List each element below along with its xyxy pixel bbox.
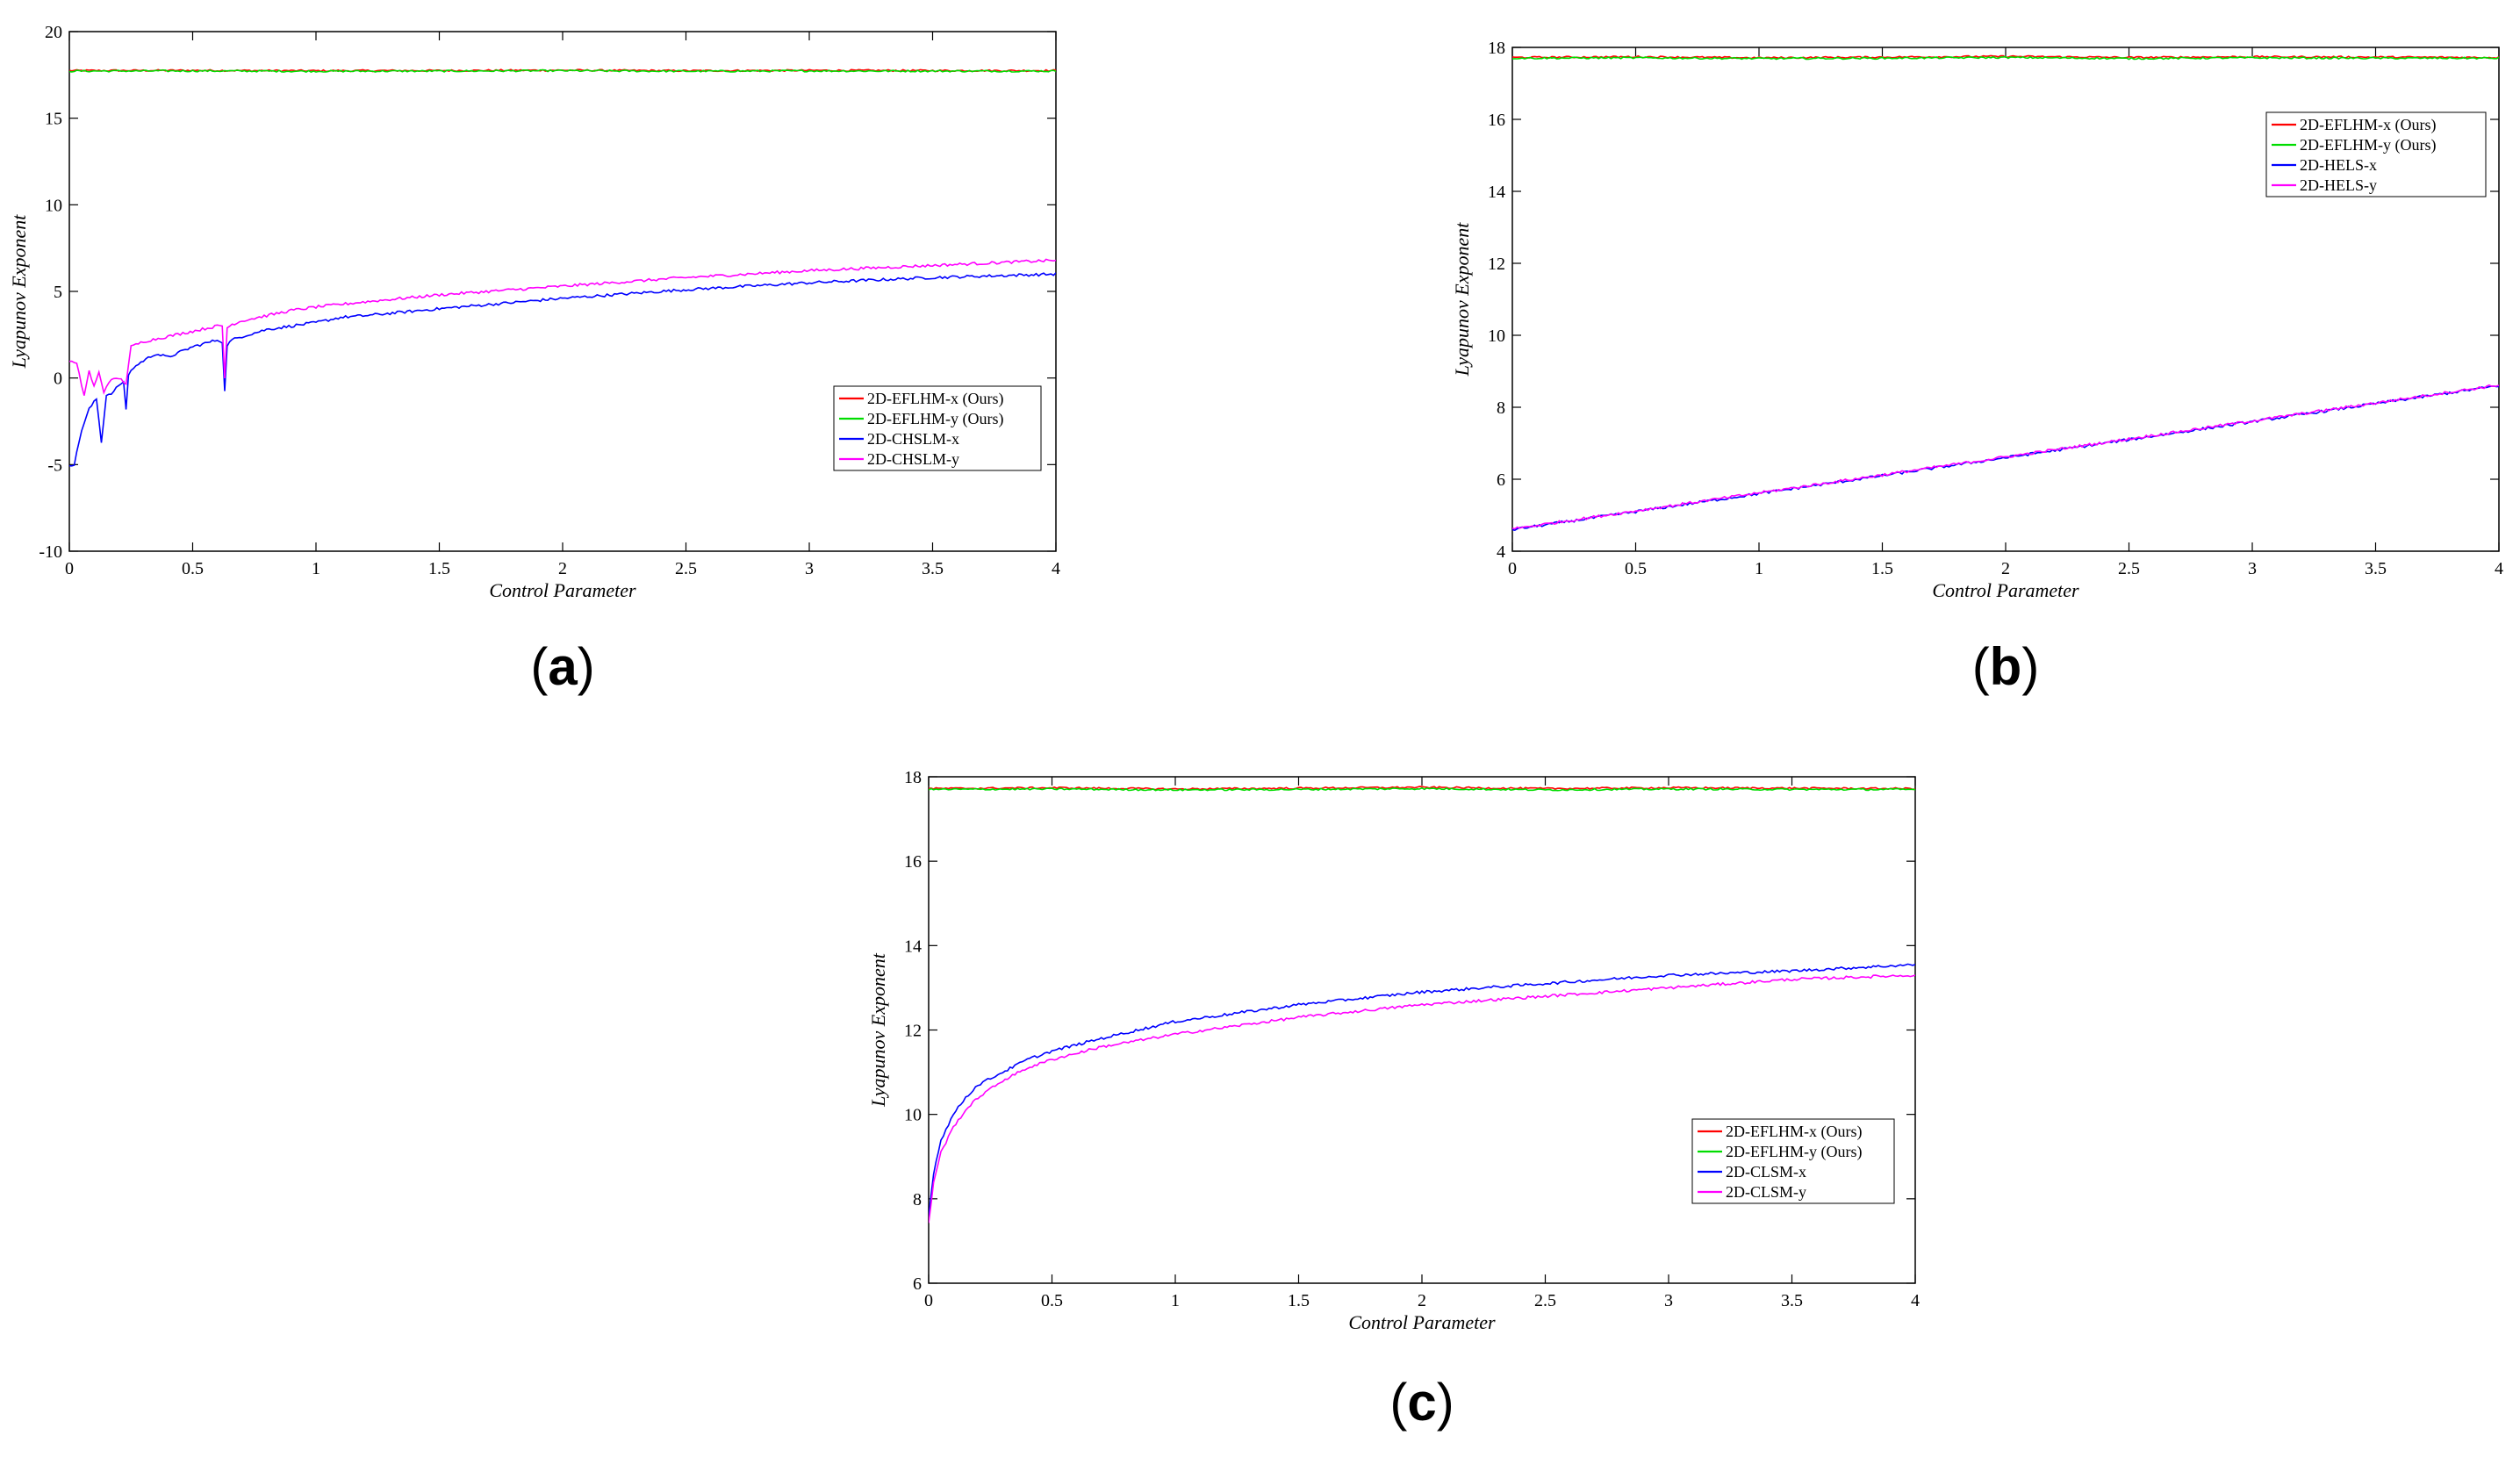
x-tick-label: 0	[1508, 559, 1517, 578]
series-line-3	[929, 974, 1915, 1224]
legend-entry: 2D-HELS-x	[2300, 156, 2377, 174]
chart-a: 0 0.5 1 1.5 2 2.5 3 3.5 4 -10 -5 0 5 10 15 20 Control Pa…	[8, 23, 1060, 696]
y-tick-label: 5	[54, 283, 62, 302]
series-line-2	[69, 272, 1056, 467]
y-tick-label: -10	[39, 542, 62, 562]
y-tick-label: 16	[904, 852, 922, 872]
y-tick-label: 10	[904, 1106, 922, 1125]
y-tick-label: 10	[1488, 327, 1505, 346]
y-axis-label: Lyapunov Exponent	[1451, 222, 1473, 377]
x-tick-label: 4	[1911, 1291, 1920, 1310]
y-tick-label: 12	[1488, 255, 1505, 274]
x-tick-label: 3.5	[922, 559, 944, 578]
x-axis-label: Control Parameter	[1348, 1311, 1496, 1333]
y-tick-label: 4	[1497, 542, 1505, 562]
legend-entry: 2D-CLSM-x	[1726, 1163, 1806, 1181]
panel-label: (b)	[1972, 637, 2040, 696]
y-tick-label: 16	[1488, 111, 1505, 130]
x-tick-label: 3	[2248, 559, 2257, 578]
legend-box	[2265, 111, 2487, 197]
series-line-1	[1512, 55, 2499, 61]
plot-frame	[68, 31, 1057, 552]
plot-frame	[928, 776, 1916, 1284]
legend: 2D-EFLHM-x (Ours) 2D-EFLHM-y (Ours) 2D-CHS…	[833, 385, 1042, 471]
x-tick-label: 1.5	[1288, 1291, 1310, 1310]
x-tick-label: 0.5	[1625, 559, 1647, 578]
legend-entry: 2D-EFLHM-x (Ours)	[1726, 1123, 1862, 1141]
x-tick-label: 1	[1755, 559, 1763, 578]
x-tick-label: 3	[805, 559, 814, 578]
y-tick-label: 14	[904, 937, 922, 956]
legend-box	[1691, 1118, 1895, 1204]
x-tick-label: 2	[2001, 559, 2010, 578]
chart-c: 0 0.5 1 1.5 2 2.5 3 3.5 4 6 8 10 12 14 16 18 Control Par…	[867, 768, 1920, 1432]
series-line-2	[929, 963, 1915, 1217]
x-tick-label: 1.5	[1871, 559, 1893, 578]
y-tick-label: 8	[1497, 398, 1505, 418]
panel-label: (a)	[530, 637, 594, 696]
y-axis-label: Lyapunov Exponent	[867, 952, 889, 1108]
y-tick-label: 6	[1497, 470, 1505, 490]
x-tick-label: 2.5	[2118, 559, 2140, 578]
y-tick-label: 8	[913, 1190, 922, 1209]
y-tick-label: 6	[913, 1274, 922, 1294]
x-tick-label: 2.5	[1534, 1291, 1556, 1310]
series-line-1	[69, 68, 1056, 73]
x-tick-label: 1	[1171, 1291, 1180, 1310]
x-tick-label: 2	[558, 559, 567, 578]
legend-entry: 2D-EFLHM-x (Ours)	[867, 390, 1003, 408]
y-tick-label: 10	[45, 196, 62, 215]
legend-entry: 2D-EFLHM-x (Ours)	[2300, 116, 2436, 134]
x-tick-label: 4	[2495, 559, 2503, 578]
y-axis-label: Lyapunov Exponent	[8, 214, 30, 370]
legend-entry: 2D-CHSLM-x	[867, 430, 959, 448]
x-tick-label: 3	[1664, 1291, 1673, 1310]
x-axis-label: Control Parameter	[489, 579, 636, 601]
legend-entry: 2D-HELS-y	[2300, 176, 2377, 194]
x-tick-label: 1.5	[428, 559, 450, 578]
x-axis-label: Control Parameter	[1932, 579, 2079, 601]
legend-entry: 2D-EFLHM-y (Ours)	[867, 410, 1003, 428]
legend-box	[833, 385, 1042, 471]
y-tick-label: 14	[1488, 183, 1505, 202]
y-tick-label: 0	[54, 370, 62, 389]
series-line-3	[69, 258, 1056, 396]
y-tick-label: 15	[45, 110, 62, 129]
y-tick-label: 12	[904, 1022, 922, 1041]
chart-b: 0 0.5 1 1.5 2 2.5 3 3.5 4 4 6 8 10 12 14 16 18 Control Pa…	[1451, 39, 2503, 696]
series-line-0	[929, 786, 1915, 791]
legend: 2D-EFLHM-x (Ours) 2D-EFLHM-y (Ours) 2D-CLS…	[1691, 1118, 1895, 1204]
y-tick-label: -5	[47, 456, 62, 475]
series-line-1	[929, 786, 1915, 792]
y-tick-label: 18	[1488, 39, 1505, 58]
x-tick-label: 0	[924, 1291, 933, 1310]
x-tick-label: 3.5	[2365, 559, 2387, 578]
x-tick-label: 1	[312, 559, 320, 578]
y-tick-label: 18	[904, 768, 922, 787]
legend-entry: 2D-CHSLM-y	[867, 450, 959, 468]
y-tick-label: 20	[45, 23, 62, 42]
legend: 2D-EFLHM-x (Ours) 2D-EFLHM-y (Ours) 2D-HEL…	[2265, 111, 2487, 197]
legend-entry: 2D-EFLHM-y (Ours)	[1726, 1143, 1862, 1161]
panel-label: (c)	[1389, 1373, 1454, 1432]
series-line-3	[1512, 384, 2499, 530]
x-tick-label: 4	[1052, 559, 1060, 578]
legend-entry: 2D-CLSM-y	[1726, 1183, 1806, 1201]
x-tick-label: 3.5	[1781, 1291, 1803, 1310]
x-tick-label: 0.5	[182, 559, 204, 578]
x-tick-label: 2.5	[675, 559, 697, 578]
x-tick-label: 0	[65, 559, 74, 578]
legend-entry: 2D-EFLHM-y (Ours)	[2300, 136, 2436, 154]
x-tick-label: 2	[1418, 1291, 1426, 1310]
x-tick-label: 0.5	[1041, 1291, 1063, 1310]
